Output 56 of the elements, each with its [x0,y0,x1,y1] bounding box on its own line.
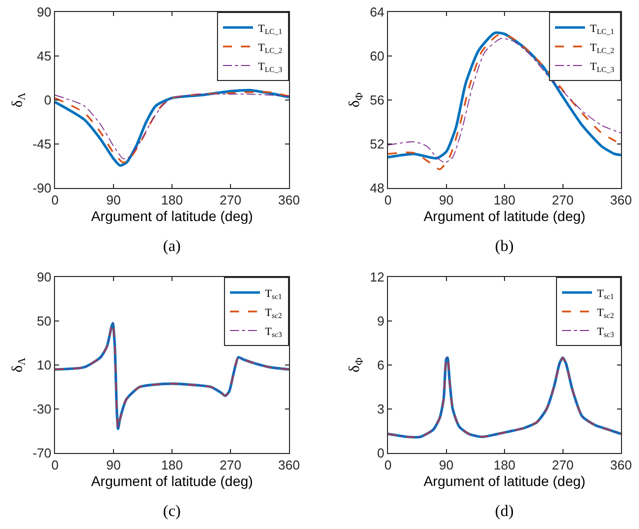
legend-label: T$_{LC_2}$ [590,42,614,56]
legend-label: T$_{LC_1}$ [258,22,282,36]
legend-label: T$_{sc1}$ [597,288,614,302]
y-tick-label: -70 [32,446,52,461]
y-tick-label: -90 [32,180,52,196]
x-tick-label: 360 [610,458,632,473]
x-tick-label: 90 [106,458,121,473]
x-tick-label: 180 [494,192,516,208]
x-tick-label: 270 [552,192,574,208]
legend-label: T$_{sc1}$ [265,288,282,302]
x-tick-label: 270 [552,458,574,473]
y-tick-label: 48 [370,180,384,196]
y-tick-label: 52 [370,136,384,152]
y-tick-label: 12 [370,270,384,285]
y-tick-label: 90 [36,270,52,285]
x-axis-title: Argument of latitude (deg) [424,472,586,489]
x-tick-label: 360 [278,192,300,208]
text: (d) [495,503,514,520]
x-tick-label: 360 [278,458,300,473]
y-tick-label: 3 [377,402,384,417]
y-tick-label: -45 [32,136,52,152]
y-tick-label: 10 [36,358,52,373]
legend-label: T$_{sc2}$ [265,306,282,320]
x-axis-title: Argument of latitude (deg) [91,208,253,224]
y-tick-label: 50 [36,314,52,329]
y-tick-label: 6 [377,358,384,373]
x-axis-title: Argument of latitude (deg) [424,208,586,224]
x-tick-label: 360 [610,192,632,208]
legend-label: T$_{LC_1}$ [590,22,614,36]
x-tick-label: 270 [220,458,242,473]
x-tick-label: 90 [106,192,121,208]
x-tick-label: 180 [494,458,516,473]
legend-label: T$_{LC_3}$ [258,60,282,74]
y-tick-label: -30 [32,402,52,417]
x-tick-label: 90 [439,458,454,473]
y-tick-label: 9 [377,314,384,329]
x-tick-label: 180 [161,192,183,208]
x-tick-label: 180 [161,458,183,473]
legend-label: T$_{LC_2}$ [258,42,282,56]
legend-label: T$_{sc3}$ [597,326,614,340]
y-tick-label: 45 [36,48,52,64]
x-tick-label: 90 [439,192,454,208]
y-tick-label: 60 [370,48,384,64]
x-axis-title: Argument of latitude (deg) [91,472,253,489]
text: (c) [163,503,181,520]
text: (a) [163,238,181,255]
y-tick-label: 90 [36,4,52,20]
y-tick-label: 64 [370,4,384,20]
y-tick-label: 56 [370,92,384,108]
legend-label: T$_{sc2}$ [597,306,614,320]
legend-label: T$_{LC_3}$ [590,60,614,74]
x-tick-label: 270 [220,192,242,208]
legend-label: T$_{sc3}$ [265,326,282,340]
y-tick-label: 0 [44,92,52,108]
y-tick-label: 0 [377,446,384,461]
text: (b) [495,238,514,255]
